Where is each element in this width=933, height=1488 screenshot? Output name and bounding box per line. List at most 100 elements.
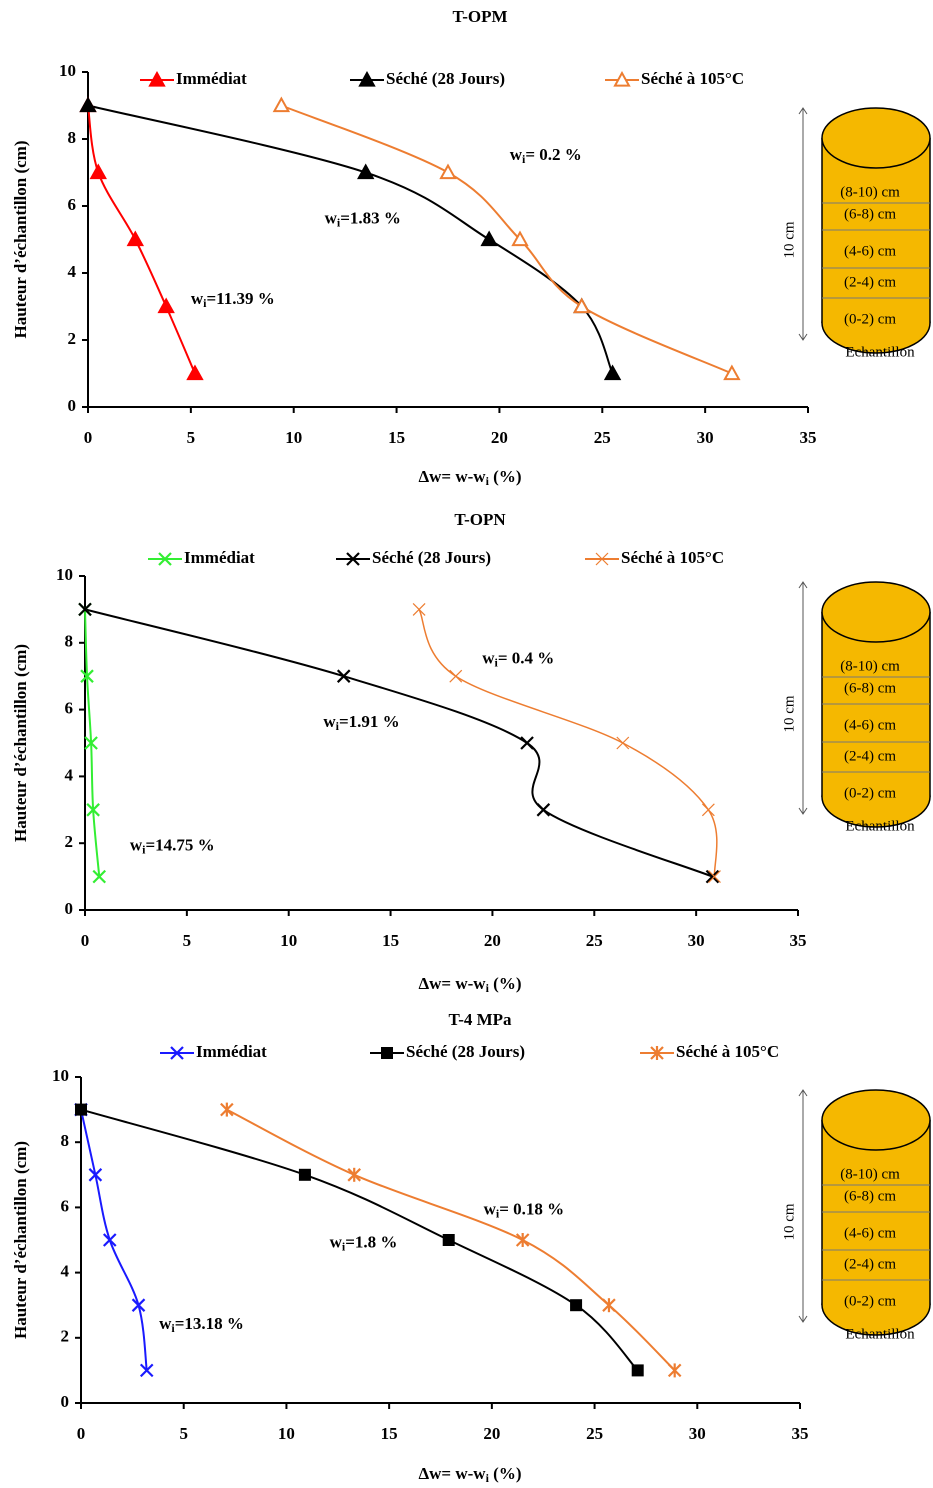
marker-shape [75, 1103, 87, 1116]
x-tick-label: 0 [81, 931, 90, 950]
layer-label: (6-8) cm [844, 680, 896, 696]
chart-title: T-OPN [454, 510, 506, 529]
x-axis-label-sub: i [486, 981, 490, 995]
annotation-part: w [159, 1314, 172, 1333]
x-tick-label: 25 [586, 931, 603, 950]
y-tick-label: 6 [61, 1196, 70, 1215]
annotation: wi=1.8 % [330, 1232, 398, 1253]
x-tick-label: 20 [484, 931, 501, 950]
layer-label: (8-10) cm [840, 184, 900, 200]
marker [520, 736, 534, 750]
marker [723, 364, 741, 381]
legend-label: Séché (28 Jours) [406, 1042, 525, 1061]
marker [84, 736, 98, 750]
x-tick-label: 30 [688, 931, 705, 950]
size-label: 10 cm [781, 1203, 797, 1240]
layer-label: (6-8) cm [844, 1188, 896, 1204]
chart-title: T-OPM [452, 7, 507, 26]
y-tick-label: 2 [61, 1327, 70, 1346]
marker-shape [480, 230, 498, 247]
y-axis-label: Hauteur d’échantillon (cm) [11, 1141, 30, 1339]
marker-shape [631, 1364, 644, 1377]
marker [272, 96, 291, 113]
marker [357, 163, 375, 180]
marker [75, 1103, 87, 1116]
cylinder-top [821, 1089, 931, 1151]
y-tick-label: 0 [68, 396, 77, 415]
x-tick-label: 35 [800, 428, 817, 447]
marker [631, 1364, 644, 1377]
x-tick-label: 5 [179, 1424, 188, 1443]
cylinder-top [821, 107, 931, 169]
legend-label: Immédiat [196, 1042, 267, 1061]
marker [347, 1167, 361, 1182]
marker-shape [511, 230, 529, 247]
marker [346, 552, 360, 566]
marker [449, 669, 463, 683]
marker [126, 230, 145, 247]
marker [412, 602, 426, 616]
marker [511, 230, 529, 247]
cylinder-top [821, 581, 931, 643]
marker [158, 552, 172, 566]
chart-title: T-4 MPa [448, 1010, 512, 1029]
marker [595, 552, 609, 566]
x-tick-label: 35 [792, 1424, 809, 1443]
annotation-part: w [130, 835, 143, 854]
x-axis-label-part: (%) [489, 1464, 522, 1483]
marker [616, 736, 630, 750]
annotation-sub: i [142, 842, 146, 856]
marker [336, 669, 351, 683]
marker-shape [442, 1234, 455, 1246]
marker-shape [148, 70, 166, 87]
layer-label: (4-6) cm [844, 243, 896, 259]
arrow-head [798, 333, 808, 341]
marker-shape [723, 364, 741, 381]
marker-stroke [412, 602, 426, 616]
marker [88, 1168, 103, 1182]
annotation: wi=14.75 % [130, 835, 215, 856]
legend-label: Séché à 105°C [676, 1042, 779, 1061]
x-axis-label-part: Δw= w-w [418, 467, 486, 486]
arrow-head [798, 807, 808, 815]
legend-label: Immédiat [176, 69, 247, 88]
marker-shape [186, 364, 204, 381]
annotation: wi=11.39 % [191, 289, 275, 310]
annotation-sub: i [522, 152, 526, 166]
marker-stroke [170, 1046, 184, 1060]
y-tick-label: 10 [52, 1066, 69, 1085]
marker-shape [357, 163, 375, 180]
marker [78, 602, 92, 617]
marker-shape [381, 1047, 393, 1059]
marker-stroke [705, 869, 720, 884]
marker [298, 1168, 311, 1181]
x-tick-label: 15 [388, 428, 405, 447]
marker-shape [126, 230, 145, 247]
marker-stroke [595, 552, 609, 566]
arrow-head [798, 107, 808, 115]
marker-shape [570, 1299, 583, 1312]
annotation-part: =1.91 % [339, 712, 400, 731]
layer-label: (0-2) cm [844, 1293, 896, 1309]
annotation-part: = 0.18 % [499, 1200, 564, 1219]
annotation: wi=1.91 % [323, 712, 399, 733]
marker-stroke [158, 552, 172, 566]
x-tick-label: 20 [483, 1424, 500, 1443]
layer-label: (4-6) cm [844, 717, 896, 733]
size-label: 10 cm [781, 695, 797, 732]
sample-caption: Echantillon [845, 818, 915, 834]
x-tick-label: 5 [187, 428, 196, 447]
marker [439, 163, 457, 180]
annotation: wi= 0.2 % [510, 145, 582, 166]
annotation-part: =14.75 % [145, 835, 214, 854]
marker-shape [79, 96, 97, 113]
marker [79, 96, 97, 113]
marker-stroke [84, 736, 98, 750]
annotation-sub: i [171, 1321, 175, 1335]
x-tick-label: 5 [183, 931, 192, 950]
annotation-part: =1.83 % [340, 208, 401, 227]
size-label: 10 cm [781, 221, 797, 258]
y-tick-label: 0 [61, 1392, 70, 1411]
marker [139, 1363, 154, 1378]
